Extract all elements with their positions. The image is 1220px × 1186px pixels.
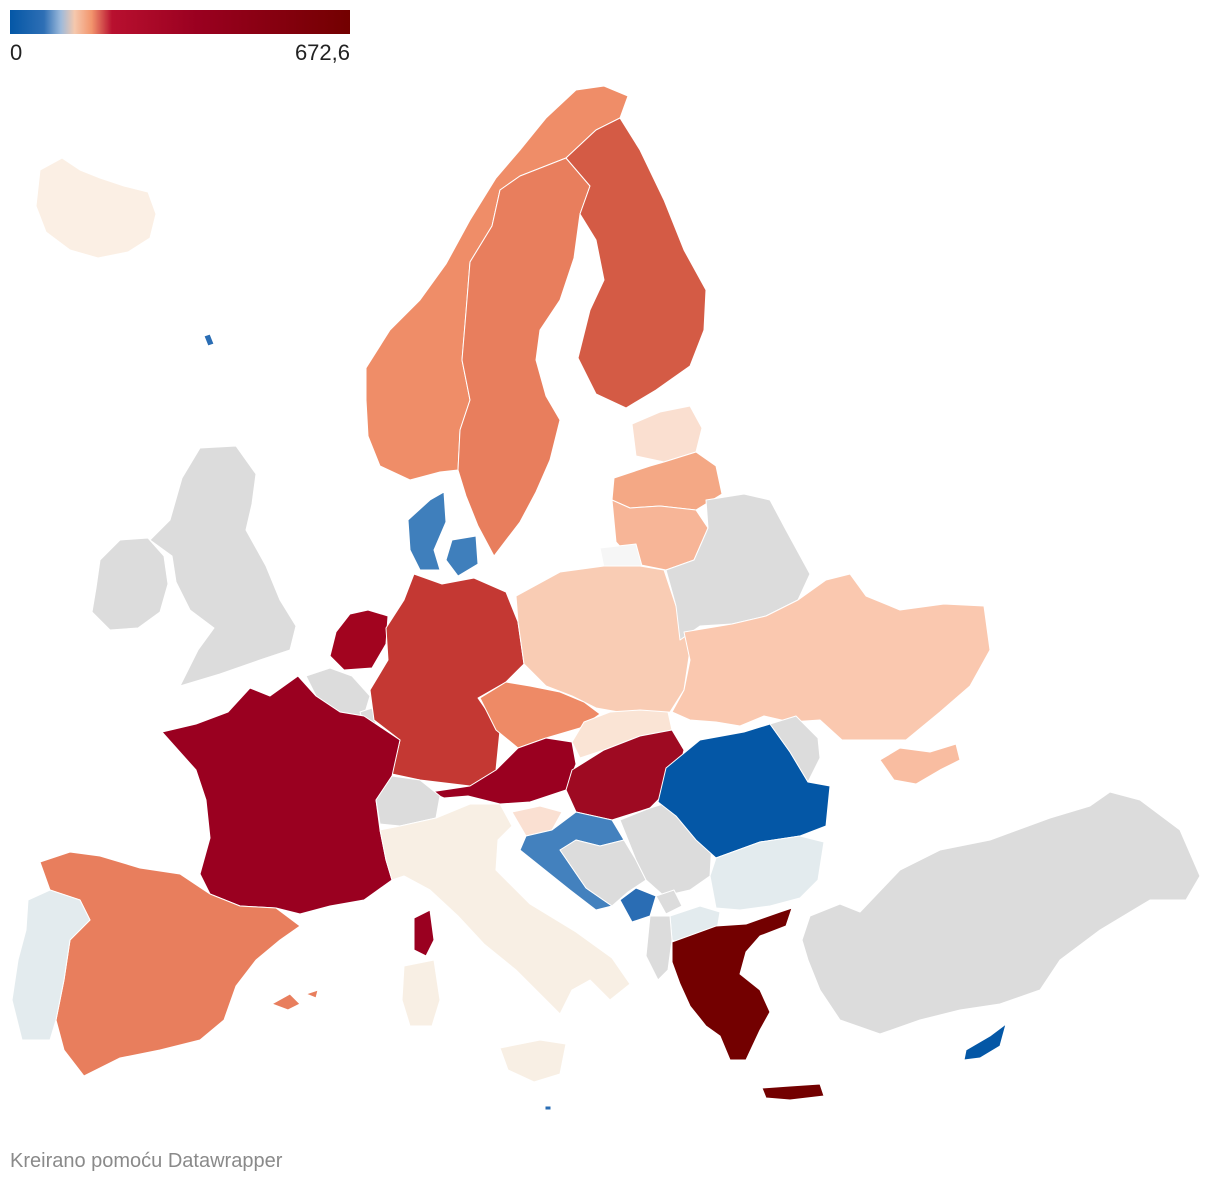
region-portugal[interactable] <box>11 889 91 1041</box>
region-slovenia[interactable] <box>511 805 563 837</box>
region-estonia[interactable] <box>631 405 703 463</box>
region-turkey[interactable] <box>801 791 1201 1035</box>
region-ireland[interactable] <box>91 537 169 631</box>
region-poland[interactable] <box>515 565 691 715</box>
region-sicily[interactable] <box>499 1039 567 1083</box>
region-kaliningrad[interactable] <box>599 543 643 569</box>
region-bulgaria[interactable] <box>709 835 825 911</box>
region-albania[interactable] <box>645 915 673 981</box>
region-montenegro[interactable] <box>619 887 657 923</box>
region-cyprus[interactable] <box>963 1023 1007 1061</box>
region-bosnia-and-herzegovina[interactable] <box>559 839 647 907</box>
region-romania[interactable] <box>657 723 831 859</box>
region-ukraine[interactable] <box>671 573 991 741</box>
region-malta[interactable] <box>544 1105 552 1111</box>
legend-gradient-bar <box>10 10 350 34</box>
region-austria[interactable] <box>429 737 577 805</box>
region-iceland[interactable] <box>35 157 157 259</box>
region-latvia[interactable] <box>611 451 723 511</box>
color-legend: 0 672,6 <box>10 10 350 65</box>
region-corsica[interactable] <box>413 909 435 957</box>
credit-text: Kreirano pomoću Datawrapper <box>10 1150 283 1172</box>
region-switzerland[interactable] <box>375 775 441 827</box>
region-moldova[interactable] <box>769 715 821 783</box>
region-czechia[interactable] <box>479 681 601 749</box>
region-netherlands[interactable] <box>329 609 389 671</box>
region-kosovo[interactable] <box>655 889 683 915</box>
region-greece[interactable] <box>671 907 793 1061</box>
region-faroe-islands[interactable] <box>203 333 215 347</box>
region-sardinia[interactable] <box>401 959 441 1027</box>
region-united-kingdom[interactable] <box>149 445 297 687</box>
legend-min-label: 0 <box>10 40 23 65</box>
region-italy[interactable] <box>379 803 631 1015</box>
region-denmark[interactable] <box>407 491 479 577</box>
region-sweden[interactable] <box>457 157 591 557</box>
region-crete[interactable] <box>761 1083 825 1101</box>
region-crimea[interactable] <box>879 743 961 785</box>
legend-max-label: 672,6 <box>294 40 350 65</box>
region-finland[interactable] <box>565 117 707 409</box>
region-balearic-islands[interactable] <box>271 989 319 1011</box>
